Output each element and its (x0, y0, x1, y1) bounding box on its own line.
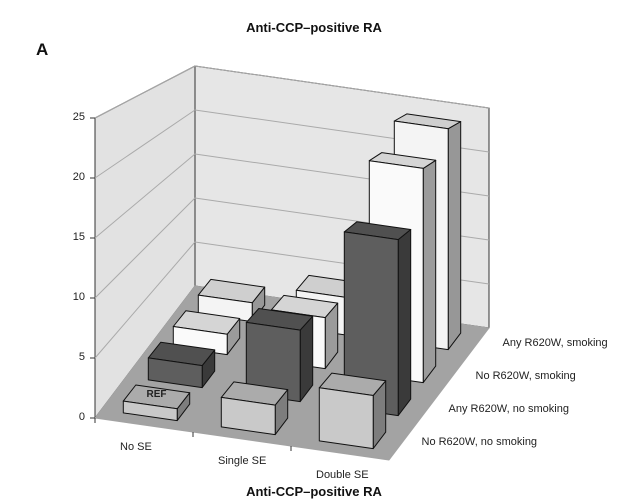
x-category-label: No SE (120, 441, 152, 453)
panel-label: A (36, 40, 49, 59)
gridline-left (94, 241, 196, 359)
gridline-back (194, 65, 490, 109)
y-tick-label: 20 (72, 171, 85, 183)
series-depth-label: Any R620W, no smoking (448, 402, 569, 415)
series-depth-label: No R620W, smoking (475, 369, 576, 382)
y-tick-label: 0 (78, 411, 85, 423)
y-tick-label: 15 (72, 231, 85, 243)
gridline-left (94, 153, 196, 239)
chart-title: Anti-CCP–positive RA (246, 20, 382, 35)
bar-side-face (397, 229, 412, 417)
bar-side-face (422, 159, 437, 384)
bar-front-face (122, 400, 178, 422)
bar-front-face (220, 396, 276, 436)
series-depth-label: No R620W, no smoking (421, 435, 538, 448)
y-tick-label: 10 (72, 291, 85, 303)
y-tick-label: 5 (78, 351, 85, 363)
x-category-label: Double SE (316, 469, 369, 481)
ref-annotation: REF (146, 388, 167, 400)
bar-front-face (318, 387, 374, 450)
y-tick-label: 25 (72, 111, 85, 123)
gridline-left (94, 65, 196, 119)
x-category-label: Single SE (218, 455, 267, 467)
gridline-left (94, 197, 196, 299)
series-depth-label: Any R620W, smoking (502, 336, 608, 349)
gridline-left (94, 109, 196, 179)
next-chart-title-partial: Anti-CCP–positive RA (246, 484, 382, 499)
bar-front-face (147, 357, 203, 389)
bar-side-face (447, 121, 462, 351)
